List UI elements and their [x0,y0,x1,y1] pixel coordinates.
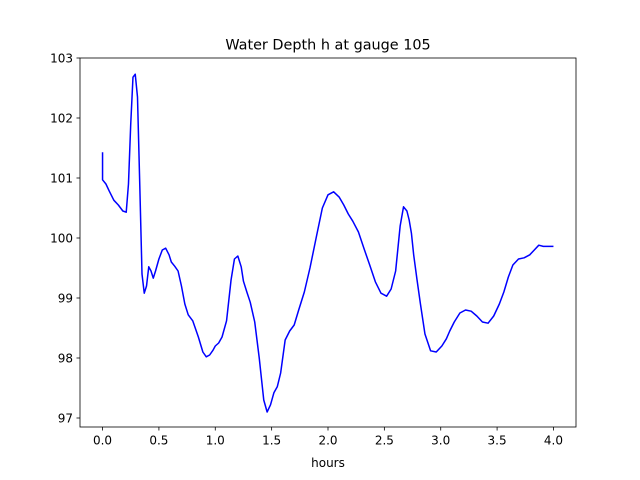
chart-title: Water Depth h at gauge 105 [225,38,430,54]
y-tick-label: 102 [50,111,73,125]
x-tick-label: 1.5 [262,434,281,448]
x-tick-label: 1.0 [206,434,225,448]
x-tick-label: 0.5 [149,434,168,448]
x-axis-label: hours [311,456,345,470]
x-tick-label: 3.5 [488,434,507,448]
x-tick-label: 0.0 [93,434,112,448]
series-line-0 [101,73,554,413]
x-tick-label: 4.0 [544,434,563,448]
y-tick-label: 99 [58,291,73,305]
x-tick-label: 2.0 [318,434,337,448]
y-tick-label: 97 [58,411,73,425]
x-tick-label: 2.5 [375,434,394,448]
y-tick-label: 98 [58,351,73,365]
x-tick-label: 3.0 [431,434,450,448]
y-tick-label: 103 [50,51,73,65]
axes: 0.0 0.5 1.0 1.5 2.0 2.5 3.0 3.5 4.0 97 98 99 100 101 1… [50,51,577,448]
y-tick-label: 101 [50,171,73,185]
y-tick-label: 100 [50,231,73,245]
plot-area [101,73,554,413]
